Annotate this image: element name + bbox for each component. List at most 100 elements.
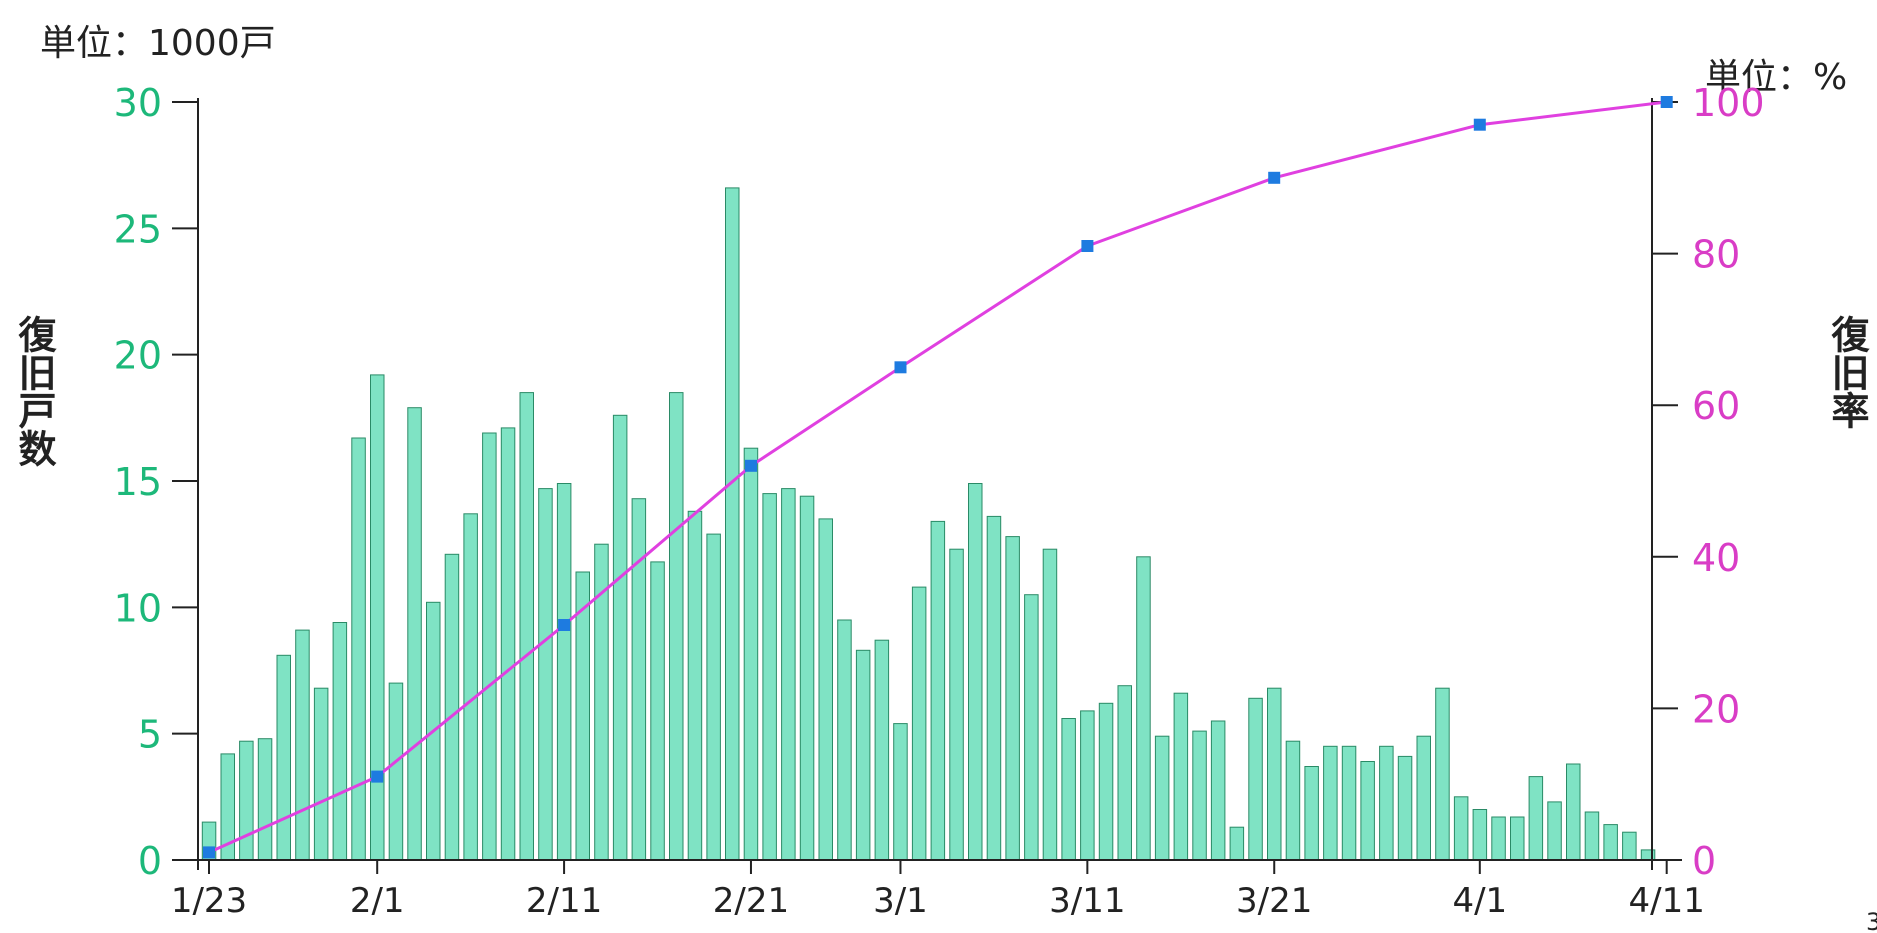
bar-11 [407,407,422,861]
bar-5 [295,629,310,861]
bar-7 [332,622,348,861]
bar-3 [257,738,273,861]
bar-70 [1510,816,1525,861]
bar-67 [1453,796,1469,861]
rate-marker-2 [558,619,571,631]
y2-tick-label-4: 80 [1692,233,1740,277]
x-tick-label-0: 1/23 [171,881,247,921]
bar-31 [781,488,796,861]
bar-34 [837,619,852,861]
y-axis-title: 復旧戸数 [12,315,56,467]
bar-46 [1061,718,1076,861]
bar-75 [1603,824,1618,861]
bar-25 [669,392,684,861]
bar-15 [482,432,497,861]
bar-44 [1024,594,1039,861]
bar-36 [874,639,890,861]
x-tick-label-2: 2/11 [526,881,602,921]
x-tick-label-4: 3/1 [873,881,928,921]
bar-62 [1360,761,1375,861]
bar-35 [855,649,871,861]
bar-33 [818,518,833,861]
x-tick-label-8: 4/11 [1629,881,1705,921]
x-tick-label-3: 2/21 [713,881,789,921]
x-tick-label-7: 4/1 [1452,881,1507,921]
bar-20 [575,571,590,861]
bar-52 [1173,692,1189,861]
y2-tick-label-5: 100 [1692,81,1765,125]
bar-56 [1248,697,1263,861]
bar-60 [1323,745,1338,861]
y2-axis-title: 復旧率 [1825,315,1869,429]
y-tick-label-1: 5 [138,713,162,757]
bar-17 [519,392,534,861]
bar-2 [239,740,254,861]
bar-64 [1397,755,1413,861]
y-tick-label-5: 25 [114,207,162,251]
bar-53 [1192,730,1207,861]
x-tick-label-1: 2/1 [350,881,405,921]
y-tick-label-0: 0 [138,839,162,883]
corner-mark: 3 [1866,908,1877,933]
bar-43 [1005,536,1020,861]
rate-marker-1 [371,770,384,783]
bar-65 [1416,735,1431,861]
bar-6 [313,687,329,861]
bar-68 [1472,809,1488,861]
bar-57 [1267,687,1282,861]
bar-9 [370,374,385,861]
bar-16 [500,427,516,861]
bar-71 [1528,776,1544,861]
right-unit-label: 単位：% [1705,57,1848,98]
bar-14 [463,513,478,861]
bar-18 [538,488,553,861]
bar-10 [388,682,404,861]
rate-marker-6 [1268,171,1281,184]
bar-59 [1304,766,1319,861]
y2-tick-label-3: 60 [1692,384,1740,428]
rate-marker-0 [203,846,215,859]
bar-40 [949,548,964,861]
bar-26 [687,510,703,861]
bar-23 [631,498,647,861]
bar-28 [725,187,740,861]
bar-37 [893,723,908,861]
bar-76 [1622,831,1637,861]
bar-66 [1435,687,1450,861]
bar-61 [1341,745,1357,861]
bar-49 [1117,685,1132,861]
rate-marker-7 [1473,118,1486,131]
bar-32 [799,495,815,861]
bar-51 [1154,735,1170,861]
bar-58 [1285,740,1301,861]
bar-74 [1584,811,1600,861]
bar-22 [612,414,628,861]
x-tick-label-6: 3/21 [1236,881,1312,921]
bar-41 [968,483,983,861]
rate-marker-3 [745,459,757,472]
bar-19 [556,483,572,861]
bar-63 [1379,745,1394,861]
rate-marker-8 [1660,96,1673,108]
bar-48 [1098,702,1114,861]
rate-marker-5 [1081,240,1094,252]
bar-4 [276,654,291,861]
y-tick-label-3: 15 [114,460,162,504]
rate-marker-4 [894,361,907,374]
bar-73 [1566,763,1581,861]
bar-39 [930,520,946,861]
bar-8 [351,437,366,861]
bar-72 [1547,801,1562,861]
y-tick-label-2: 10 [114,586,162,630]
bar-42 [986,515,1002,861]
bar-69 [1491,816,1506,861]
bar-45 [1042,548,1058,861]
bar-27 [706,533,721,861]
left-unit-label: 単位：1000戸 [40,23,276,64]
bar-24 [650,561,665,861]
bar-54 [1210,720,1226,861]
bar-50 [1136,556,1151,861]
bar-47 [1080,710,1095,861]
